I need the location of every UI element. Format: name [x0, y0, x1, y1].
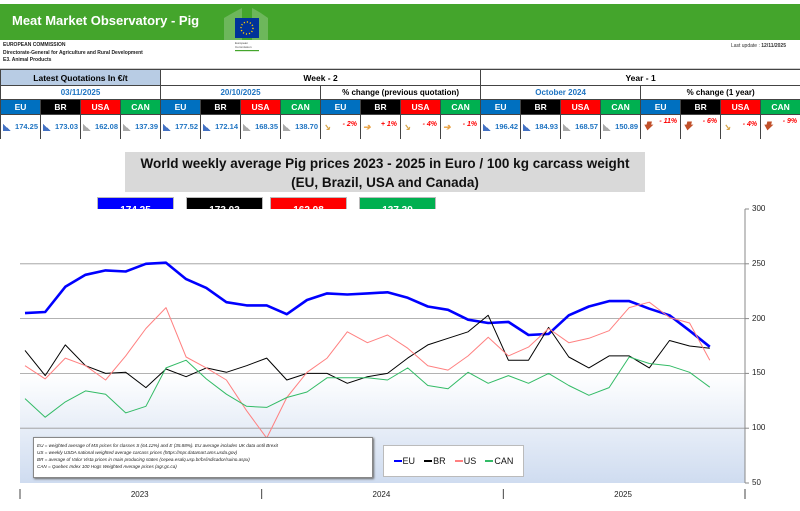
price-value: 196.42	[480, 114, 522, 139]
y-tick-label: 250	[752, 258, 766, 268]
page-title: Meat Market Observatory - Pig	[12, 13, 200, 28]
arrow-right-icon: ➔	[363, 121, 371, 132]
country-header-eu: EU	[0, 99, 41, 115]
x-tick-label: 2024	[372, 490, 391, 499]
country-header-usa: USA	[560, 99, 602, 115]
price-value: 138.70	[280, 114, 322, 139]
header-banner	[0, 4, 800, 40]
country-header-usa: USA	[80, 99, 121, 115]
country-header-br: BR	[200, 99, 242, 115]
pct-change: ↘ - 2%	[320, 114, 362, 139]
note-us: US = weekly USDA national weighted avera…	[37, 450, 238, 455]
country-header-usa: USA	[400, 99, 442, 115]
signal-bars-icon	[43, 124, 51, 132]
chart-title-box: World weekly average Pig prices 2023 - 2…	[125, 152, 645, 192]
note-br: BR = average of Valor Vista prices in ma…	[37, 457, 250, 462]
country-header-usa: USA	[240, 99, 282, 115]
arrow-down-right-icon: ↘	[723, 121, 731, 132]
european-commission-logo: European Commission	[224, 8, 268, 52]
last-update-date: 12/11/2025	[761, 43, 786, 49]
signal-bars-icon	[163, 124, 172, 132]
org-line: E3. Animal Products	[3, 57, 52, 63]
signal-bars-icon	[3, 124, 11, 132]
country-header-can: CAN	[440, 99, 482, 115]
arrow-down-icon: 🡇	[763, 121, 773, 132]
pct-change: ↘ - 4%	[400, 114, 442, 139]
signal-bars-icon	[203, 124, 212, 132]
signal-bars-icon	[483, 124, 492, 132]
header-divider	[0, 68, 800, 69]
arrow-down-right-icon: ↘	[403, 121, 411, 132]
chart-notes: EU = weighted average of MS prices for c…	[33, 437, 373, 478]
country-header-can: CAN	[119, 99, 162, 115]
legend-can: CAN	[485, 456, 513, 466]
x-tick-label: 2023	[130, 490, 149, 499]
country-header-br: BR	[520, 99, 562, 115]
org-line: Directorate-General for Agriculture and …	[3, 50, 143, 56]
last-update: Last update : 12/11/2025	[731, 43, 786, 49]
signal-bars-icon	[523, 124, 532, 132]
country-header-eu: EU	[480, 99, 522, 115]
y-tick-label: 200	[752, 313, 766, 323]
pct-change: 🡇 - 11%	[640, 114, 682, 139]
legend-eu: EU	[393, 456, 415, 466]
arrow-down-icon: 🡇	[683, 121, 693, 132]
note-eu: EU = weighted average of MS prices for c…	[37, 443, 278, 448]
signal-bars-icon	[243, 124, 252, 132]
signal-bars-icon	[123, 124, 131, 132]
price-value: 168.35	[240, 114, 282, 139]
arrow-right-icon: ➔	[443, 121, 451, 132]
signal-bars-icon	[83, 124, 91, 132]
price-value: 137.39	[119, 114, 162, 139]
country-header-usa: USA	[720, 99, 762, 115]
pct-change: 🡇 - 9%	[760, 114, 800, 139]
quotations-table: Latest Quotations In €/t Week - 2 Year -…	[0, 69, 800, 139]
series-line-can	[24, 356, 711, 418]
price-value: 168.57	[560, 114, 602, 139]
legend-us: US	[454, 456, 476, 466]
y-tick-label: 150	[752, 368, 766, 378]
legend-br: BR	[424, 456, 446, 466]
org-line: EUROPEAN COMMISSION	[3, 42, 66, 48]
svg-text:European: European	[235, 41, 248, 45]
price-value: 150.89	[600, 114, 642, 139]
y-tick-label: 300	[752, 204, 766, 213]
chart-subtitle: (EU, Brazil, USA and Canada)	[291, 175, 479, 190]
price-value: 174.25	[0, 114, 41, 139]
note-can: CAN = Quebec Index 100 Hogs Weighted Ave…	[37, 464, 177, 469]
country-header-can: CAN	[280, 99, 322, 115]
country-header-br: BR	[360, 99, 402, 115]
signal-bars-icon	[563, 124, 572, 132]
latest-quotations-header: Latest Quotations In €/t	[0, 69, 162, 86]
last-update-label: Last update :	[730, 43, 760, 49]
y-tick-label: 50	[752, 478, 761, 487]
country-header-eu: EU	[160, 99, 202, 115]
series-line-eu	[24, 261, 711, 348]
x-tick-label: 2025	[614, 490, 632, 499]
arrow-down-icon: 🡇	[643, 121, 653, 132]
pct-change: ↘ - 4%	[720, 114, 762, 139]
svg-text:Commission: Commission	[235, 45, 252, 49]
y-tick-label: 100	[752, 423, 766, 433]
pct-change: ➔ - 1%	[440, 114, 482, 139]
signal-bars-icon	[603, 124, 612, 132]
country-header-can: CAN	[600, 99, 642, 115]
pct-change: 🡇 - 6%	[680, 114, 722, 139]
signal-bars-icon	[283, 124, 292, 132]
chart-title: World weekly average Pig prices 2023 - 2…	[140, 156, 630, 171]
country-header-br: BR	[680, 99, 722, 115]
chart-legend: EU BR US CAN	[383, 445, 524, 477]
series-line-br	[24, 314, 710, 389]
price-value: 177.52	[160, 114, 202, 139]
price-value: 173.03	[40, 114, 81, 139]
price-value: 184.93	[520, 114, 562, 139]
arrow-down-right-icon: ↘	[323, 121, 331, 132]
price-value: 162.08	[80, 114, 121, 139]
country-header-br: BR	[40, 99, 81, 115]
series-line-us	[24, 301, 711, 439]
